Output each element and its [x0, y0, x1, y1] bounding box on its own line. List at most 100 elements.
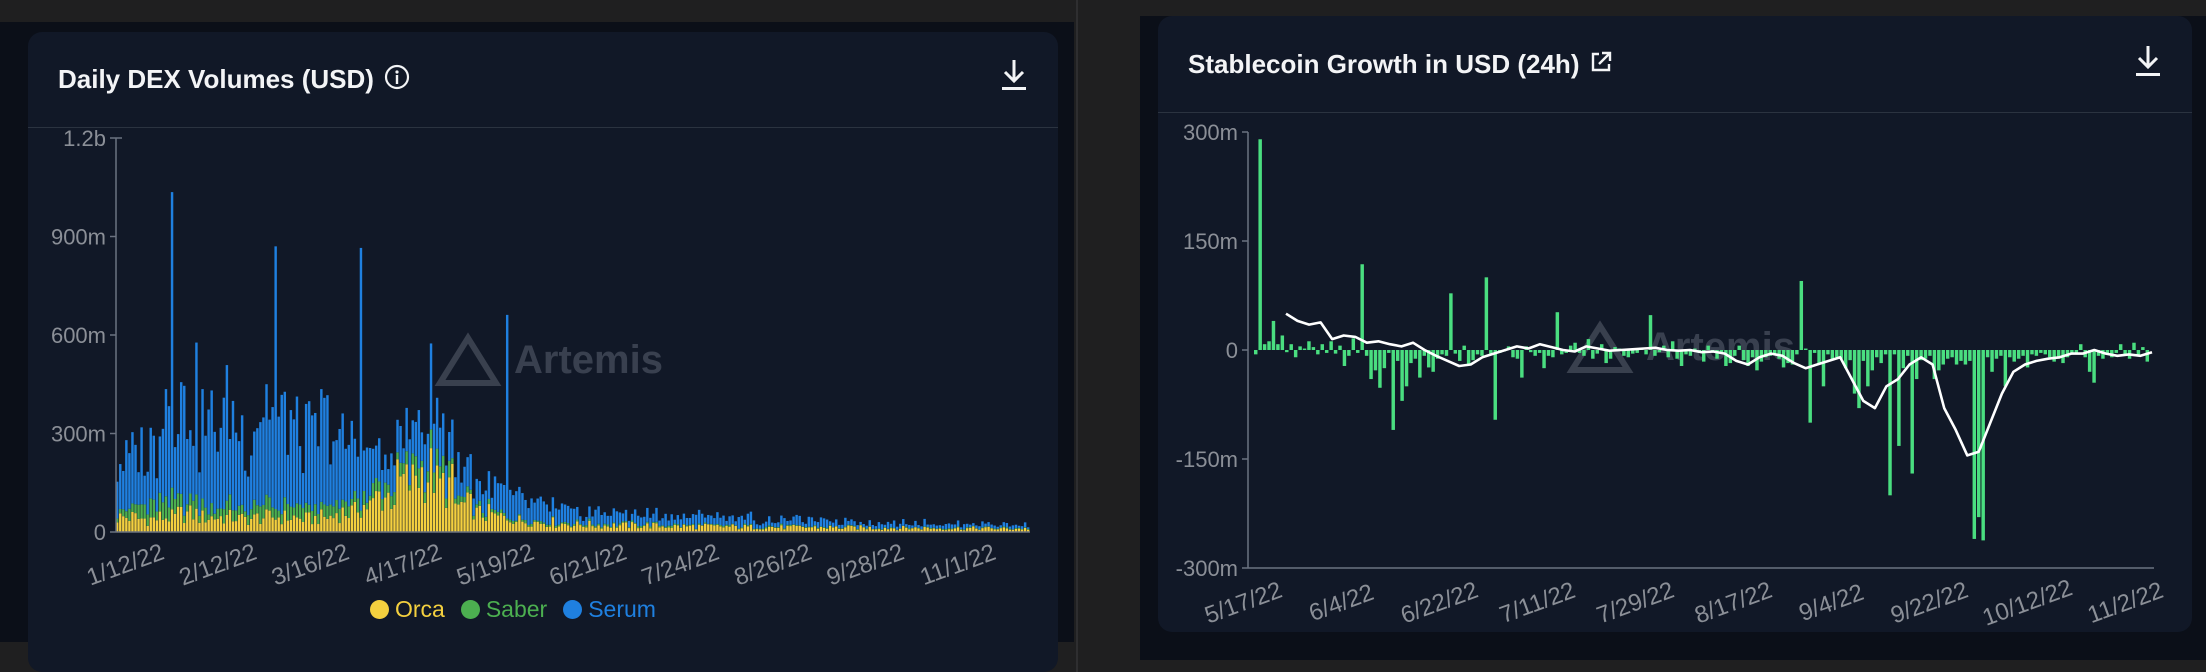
bar-saber[interactable]: [326, 505, 329, 519]
bar-saber[interactable]: [825, 527, 829, 529]
bar-orca[interactable]: [533, 521, 536, 532]
bar-saber[interactable]: [652, 521, 655, 523]
bar-serum[interactable]: [740, 515, 744, 528]
bar-orca[interactable]: [676, 525, 680, 532]
bar-serum[interactable]: [889, 523, 893, 528]
bar-serum[interactable]: [509, 489, 512, 520]
bar-saber[interactable]: [993, 528, 996, 530]
bar-saber[interactable]: [725, 524, 728, 526]
bar-orca[interactable]: [856, 529, 859, 532]
bar-saber[interactable]: [758, 528, 762, 530]
bar-orca[interactable]: [247, 524, 250, 532]
growth-bar[interactable]: [2074, 350, 2079, 353]
bar-orca[interactable]: [365, 509, 369, 532]
bar-serum[interactable]: [774, 523, 777, 528]
bar-orca[interactable]: [798, 525, 801, 532]
bar-orca[interactable]: [661, 526, 664, 532]
bar-orca[interactable]: [633, 523, 637, 532]
bar-saber[interactable]: [237, 505, 241, 515]
bar-saber[interactable]: [1008, 528, 1012, 530]
bar-saber[interactable]: [838, 528, 841, 529]
bar-saber[interactable]: [682, 524, 686, 525]
growth-bar[interactable]: [1781, 350, 1786, 368]
bar-saber[interactable]: [761, 528, 765, 530]
bar-orca[interactable]: [984, 527, 987, 532]
bar-saber[interactable]: [862, 526, 865, 528]
legend-item-orca[interactable]: Orca: [370, 596, 445, 623]
bar-orca[interactable]: [454, 503, 457, 532]
bar-serum[interactable]: [898, 523, 902, 529]
bar-serum[interactable]: [545, 504, 549, 525]
growth-bar[interactable]: [2123, 350, 2127, 355]
bar-saber[interactable]: [774, 527, 777, 528]
growth-bar[interactable]: [1937, 350, 1941, 371]
bar-orca[interactable]: [1023, 527, 1027, 532]
bar-saber[interactable]: [122, 509, 125, 517]
bar-saber[interactable]: [472, 515, 475, 520]
growth-bar[interactable]: [1311, 347, 1316, 350]
bar-serum[interactable]: [600, 514, 603, 528]
bar-orca[interactable]: [828, 525, 832, 532]
bar-serum[interactable]: [189, 430, 192, 494]
bar-orca[interactable]: [655, 523, 658, 532]
bar-saber[interactable]: [155, 511, 159, 521]
bar-saber[interactable]: [499, 509, 503, 514]
bar-orca[interactable]: [207, 519, 210, 532]
growth-bar[interactable]: [1329, 341, 1333, 350]
bar-serum[interactable]: [923, 518, 926, 527]
bar-serum[interactable]: [728, 516, 731, 526]
bar-saber[interactable]: [396, 452, 399, 460]
bar-orca[interactable]: [1020, 529, 1024, 532]
bar-serum[interactable]: [658, 520, 661, 526]
bar-serum[interactable]: [262, 417, 265, 505]
bar-serum[interactable]: [609, 515, 612, 527]
bar-saber[interactable]: [1002, 526, 1006, 528]
bar-serum[interactable]: [292, 419, 296, 508]
bar-saber[interactable]: [512, 521, 515, 524]
bar-orca[interactable]: [198, 522, 201, 532]
bar-serum[interactable]: [310, 415, 314, 511]
bar-orca[interactable]: [518, 515, 521, 532]
bar-serum[interactable]: [329, 464, 332, 505]
bar-orca[interactable]: [853, 526, 856, 532]
growth-bar[interactable]: [1267, 341, 1271, 350]
bar-orca[interactable]: [484, 520, 488, 532]
bar-orca[interactable]: [359, 517, 363, 532]
bar-serum[interactable]: [981, 521, 984, 528]
bar-saber[interactable]: [713, 524, 716, 526]
bar-saber[interactable]: [734, 525, 737, 526]
bar-serum[interactable]: [402, 448, 405, 464]
bar-serum[interactable]: [542, 501, 545, 523]
bar-saber[interactable]: [368, 495, 372, 501]
bar-serum[interactable]: [649, 517, 652, 527]
bar-orca[interactable]: [746, 526, 750, 532]
bar-orca[interactable]: [841, 528, 844, 532]
bar-orca[interactable]: [707, 524, 710, 532]
bar-orca[interactable]: [792, 524, 795, 532]
growth-bar[interactable]: [1848, 350, 1852, 361]
bar-saber[interactable]: [116, 518, 119, 523]
bar-orca[interactable]: [176, 506, 180, 532]
growth-bar[interactable]: [1733, 350, 1737, 356]
bar-orca[interactable]: [975, 528, 978, 532]
bar-orca[interactable]: [146, 525, 149, 532]
bar-orca[interactable]: [950, 529, 954, 532]
bar-serum[interactable]: [499, 483, 503, 510]
bar-serum[interactable]: [560, 503, 564, 523]
bar-saber[interactable]: [889, 527, 893, 529]
bar-orca[interactable]: [551, 517, 555, 532]
bar-saber[interactable]: [548, 524, 552, 527]
bar-serum[interactable]: [472, 498, 475, 516]
bar-orca[interactable]: [603, 525, 606, 532]
bar-saber[interactable]: [518, 514, 521, 516]
growth-bar[interactable]: [1471, 350, 1475, 361]
bar-serum[interactable]: [539, 496, 542, 522]
bar-orca[interactable]: [314, 515, 317, 532]
bar-orca[interactable]: [987, 526, 990, 532]
bar-serum[interactable]: [399, 425, 402, 463]
growth-bar[interactable]: [1839, 350, 1843, 359]
bar-orca[interactable]: [554, 527, 558, 532]
growth-bar[interactable]: [1821, 350, 1826, 387]
bar-orca[interactable]: [460, 501, 463, 532]
bar-serum[interactable]: [551, 497, 555, 517]
